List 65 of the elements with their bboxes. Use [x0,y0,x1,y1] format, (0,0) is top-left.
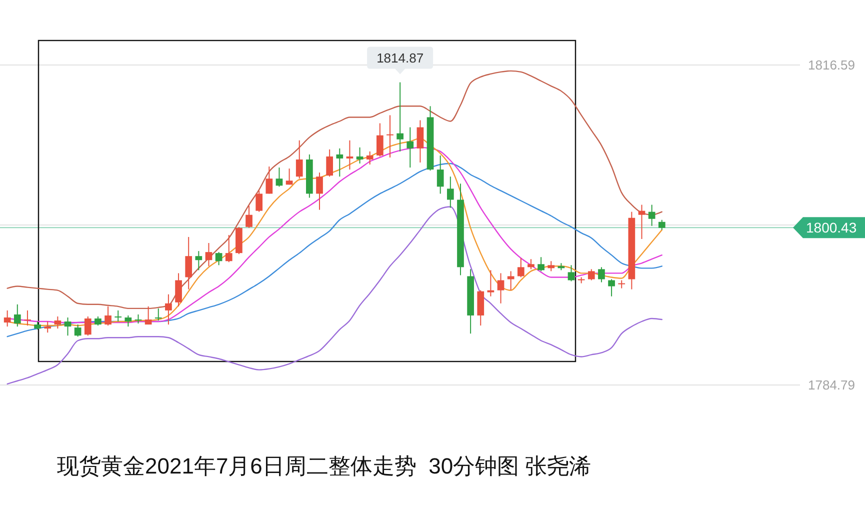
candlestick [64,316,72,336]
candlestick [638,204,646,240]
candlestick [114,310,122,322]
candlestick [487,270,494,297]
candlestick [406,126,414,168]
candlestick [246,205,252,228]
candlestick [648,204,656,226]
candlestick [215,252,222,266]
candlestick [497,272,504,304]
candlestick [538,256,544,272]
candlestick [185,236,192,290]
candlestick [14,304,21,328]
candlestick [124,314,132,328]
candlestick [54,316,62,330]
candlestick [266,166,273,194]
annotation: 1814.87 [376,50,424,66]
candlestick [376,122,384,157]
candlestick [256,190,263,212]
candlestick [296,140,303,180]
candlestick [507,270,514,291]
y-tick-label: 1816.59 [808,58,855,72]
candlestick [195,250,202,271]
candlestick [356,146,364,164]
candlestick [144,306,152,326]
candlestick [578,276,585,284]
candlestick [658,219,666,230]
line-series [6,162,662,338]
candlestick [326,148,333,178]
ref-line-label: 1800.43 [806,220,857,236]
candlestick [286,168,293,186]
candlestick [618,280,626,289]
candlestick [396,82,404,152]
candlestick [336,148,344,178]
candlestick [316,172,323,210]
line-series [6,206,662,384]
candlestick [517,258,524,278]
candlestick [416,120,424,164]
candlestick [84,316,92,336]
candlestick [4,310,11,328]
candlestick [165,294,172,326]
candlestick [104,306,112,326]
line-series [6,70,662,310]
text: 现货黄金2021年7月6日周二整体走势 30分钟图 张尧浠 [57,454,592,478]
y-tick-label: 1784.79 [808,378,855,392]
candlestick [436,154,444,194]
candlestick [44,321,52,334]
candlestick [94,316,102,326]
candlestick [366,150,374,166]
candlestick [598,266,605,283]
candlestick [568,264,575,282]
candlestick [134,314,142,324]
candlestick [608,278,615,297]
candlestick [588,268,595,281]
candlestick [386,114,394,158]
candlestick [205,242,212,267]
candlestick [528,258,534,270]
candlestick [175,272,182,307]
candlestick [74,324,82,338]
candlestick [225,234,232,263]
candlestick [346,140,354,170]
candlestick [154,308,162,321]
candlestick [548,260,555,272]
candlestick [24,310,31,326]
candlestick [276,167,283,188]
candlestick [446,176,454,208]
